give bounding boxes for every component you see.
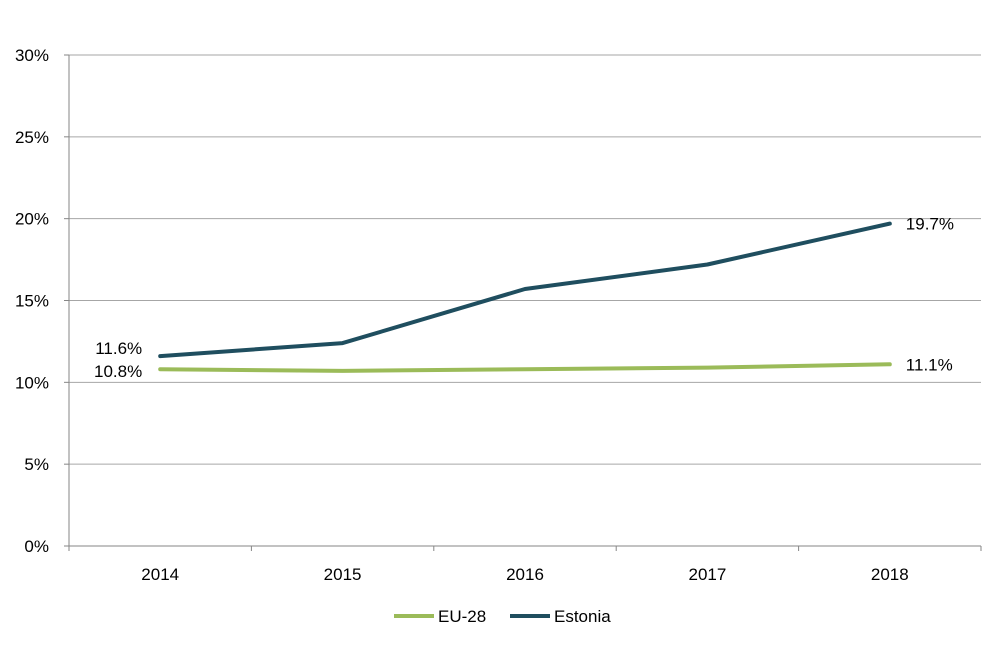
y-tick-label: 20% [15, 210, 49, 229]
data-label: 11.1% [906, 355, 953, 374]
x-axis: 2014 2015 2016 2017 2018 [68, 545, 982, 584]
data-label: 11.6% [95, 339, 142, 358]
data-labels: 10.8% 11.1% 11.6% 19.7% [94, 215, 954, 382]
x-tick-label: 2017 [688, 565, 726, 584]
y-tick-label: 30% [15, 46, 49, 65]
legend-label: EU-28 [438, 607, 486, 626]
legend-label: Estonia [554, 607, 611, 626]
data-label: 19.7% [906, 215, 954, 234]
x-tick-label: 2016 [506, 565, 544, 584]
y-axis-ticks: 0% 5% 10% 15% 20% 25% 30% [15, 46, 70, 556]
y-tick-label: 10% [15, 373, 49, 392]
series-line-eu-28 [158, 362, 892, 373]
series-line-estonia [158, 221, 892, 359]
y-tick-label: 25% [15, 128, 49, 147]
y-tick-label: 0% [24, 537, 49, 556]
gridlines [69, 54, 981, 465]
series-lines [158, 221, 892, 373]
legend: EU-28 Estonia [394, 607, 611, 626]
x-tick-label: 2018 [871, 565, 909, 584]
x-tick-label: 2015 [324, 565, 362, 584]
data-label: 10.8% [94, 362, 142, 381]
y-tick-label: 15% [15, 292, 49, 311]
y-tick-label: 5% [24, 455, 49, 474]
x-tick-label: 2014 [141, 565, 179, 584]
